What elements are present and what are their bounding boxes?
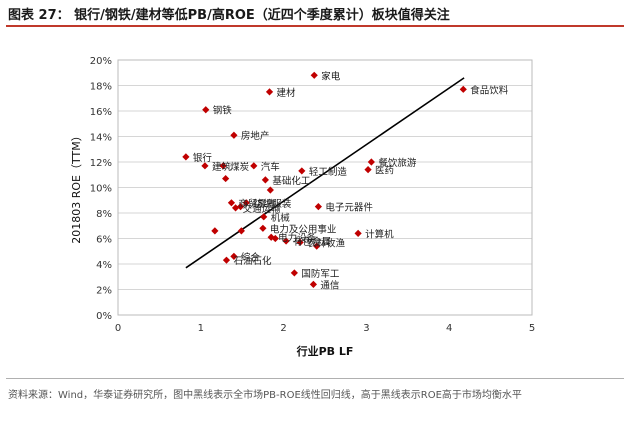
y-tick-label: 14% [90,133,112,144]
point-label: 银行 [193,152,213,164]
point-label: 食品饮料 [470,84,509,96]
plot-area-border [117,59,533,316]
data-point [250,162,258,170]
point-label: 农林牧渔 [307,237,346,249]
data-point [298,167,306,175]
data-point [202,106,210,114]
point-label: 综合 [241,251,261,263]
data-points [182,71,467,288]
y-tick-label: 16% [90,107,112,118]
title-divider [6,25,624,27]
data-point [231,204,240,212]
data-point [259,224,267,232]
data-point [201,162,209,170]
data-point [271,234,279,243]
data-point [354,229,362,237]
data-point [310,71,318,79]
y-tick-label: 18% [90,82,112,93]
data-point [261,176,269,184]
x-tick-label: 4 [446,323,452,334]
point-label: 房地产 [241,130,270,142]
data-point [313,242,321,250]
data-point [230,131,238,139]
point-label: 商贸零售 [238,198,276,210]
point-label: 汽车 [261,161,280,173]
data-point [309,280,318,288]
point-label: 交通运输 [243,203,282,215]
x-tick-label: 2 [280,323,286,334]
data-point [296,238,304,246]
point-label: 煤炭 [230,161,250,173]
data-point [314,203,322,211]
point-label: 电力设备 [278,232,317,244]
data-point [222,174,230,183]
point-label: 机械 [271,212,291,224]
x-tick-label: 0 [115,323,121,334]
y-tick-label: 20% [90,56,112,67]
point-label: 基础化工 [272,175,311,187]
data-point [222,256,231,264]
y-tick-label: 4% [96,260,112,271]
point-label: 电子元器件 [325,202,373,214]
source-note: 资料来源：Wind，华泰证券研究所，图中黑线表示全市场PB-ROE线性回归线，高… [8,390,522,401]
point-label: 通信 [320,279,339,291]
source-divider [6,378,624,379]
y-tick-label: 10% [90,184,112,195]
point-label: 家电 [321,70,341,82]
scatter-chart: 0% 2% 4% 6% 8% 10% 12% 14% 16% 18% 20% 0 1 2 3 4 5 家电食品… [70,56,535,358]
y-tick-label: 0% [96,311,112,322]
data-point [219,162,227,170]
data-point [237,227,245,235]
data-point [266,186,274,194]
x-tick-label: 3 [363,323,369,334]
point-label: 建材 [277,87,297,99]
data-point [459,85,467,93]
regression-line [185,77,465,269]
point-label: 钢铁 [213,105,233,117]
point-label: 餐饮旅游 [378,157,417,169]
data-point [364,166,372,174]
point-label: 国防军工 [301,268,340,280]
data-point [242,199,250,207]
point-label: 有色金属 [293,236,331,248]
point-label: 建筑 [212,161,232,173]
x-tick-labels: 0 1 2 3 4 5 [115,323,535,334]
data-point [211,227,219,235]
data-point [227,199,236,207]
point-label: 轻工制造 [309,166,348,178]
y-tick-label: 2% [96,286,112,297]
data-point [230,252,238,260]
x-axis-label: 行业PB LF [296,344,354,358]
point-label: 电力及公用事业 [270,223,337,235]
point-label: 计算机 [365,228,394,240]
x-tick-label: 1 [198,323,204,334]
data-point [367,158,375,166]
data-point [182,153,190,161]
y-tick-labels: 0% 2% 4% 6% 8% 10% 12% 14% 16% 18% 20% [90,56,112,322]
point-label: 纺织服装 [253,198,292,210]
data-point [282,237,290,245]
y-tick-label: 8% [96,209,112,220]
y-axis-label: 201803 ROE（TTM） [70,130,83,243]
y-tick-label: 12% [90,158,112,169]
data-point [290,269,298,277]
chart-title: 图表 27： 银行/钢铁/建材等低PB/高ROE（近四个季度累计）板块值得关注 [8,8,450,23]
data-point [236,203,245,211]
data-point [265,88,274,96]
x-tick-label: 5 [529,323,535,334]
point-label: 石油石化 [233,255,272,267]
data-point [260,213,268,221]
point-label: 医药 [375,166,394,177]
y-tick-label: 6% [96,235,112,246]
